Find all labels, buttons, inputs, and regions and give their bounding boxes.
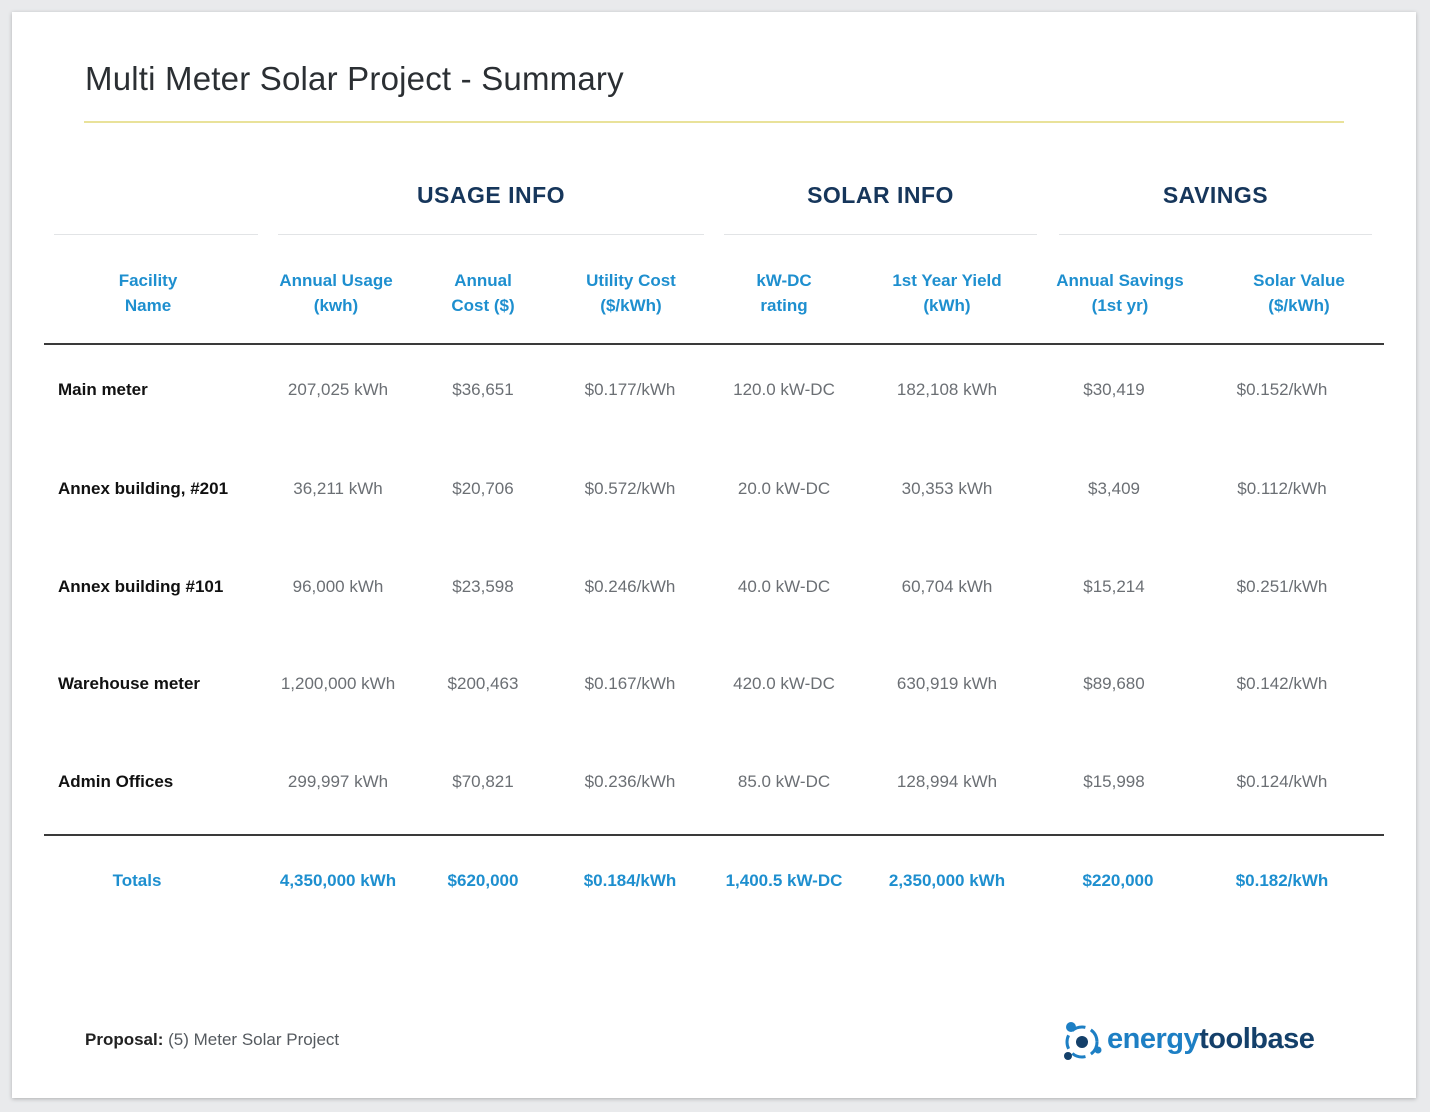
- group-divider-solar: [724, 234, 1037, 235]
- facility-name: Warehouse meter: [58, 674, 201, 693]
- solar-value: $0.124/kWh: [1236, 772, 1328, 791]
- col-head-utility-cost: Utility Cost ($/kWh): [566, 268, 696, 318]
- page-title: Multi Meter Solar Project - Summary: [85, 60, 624, 97]
- annual-savings: $15,998: [1083, 772, 1145, 791]
- group-divider-usage: [278, 234, 704, 235]
- total-annual-usage: 4,350,000 kWh: [279, 871, 397, 890]
- annual-savings: $30,419: [1083, 380, 1145, 399]
- summary-page: Multi Meter Solar Project - Summary USAG…: [12, 12, 1416, 1098]
- col-head-solar-value: Solar Value ($/kWh): [1224, 268, 1374, 318]
- col-head-annual-cost: Annual Cost ($): [423, 268, 543, 318]
- utility-cost: $0.236/kWh: [584, 772, 676, 791]
- group-usage-info: USAGE INFO: [416, 182, 566, 208]
- col-head-line: Annual: [454, 271, 512, 290]
- logo-word-energy: energy: [1107, 1023, 1200, 1055]
- utility-cost: $0.246/kWh: [584, 577, 676, 596]
- total-kw-dc-rating: 1,400.5 kW-DC: [725, 871, 843, 890]
- totals-label: Totals: [112, 871, 162, 890]
- total-first-year-yield: 2,350,000 kWh: [888, 871, 1006, 890]
- total-annual-savings: $220,000: [1082, 871, 1154, 890]
- col-head-annual-usage: Annual Usage (kwh): [266, 268, 406, 318]
- annual-cost: $36,651: [452, 380, 514, 399]
- kw-dc-rating: 420.0 kW-DC: [733, 674, 835, 693]
- col-head-line: (1st yr): [1091, 296, 1149, 315]
- kw-dc-rating: 120.0 kW-DC: [733, 380, 835, 399]
- annual-usage: 96,000 kWh: [292, 577, 384, 596]
- facility-name: Annex building, #201: [58, 479, 229, 498]
- utility-cost: $0.167/kWh: [584, 674, 676, 693]
- solar-value: $0.152/kWh: [1236, 380, 1328, 399]
- solar-value: $0.142/kWh: [1236, 674, 1328, 693]
- annual-cost: $23,598: [452, 577, 514, 596]
- utility-cost: $0.177/kWh: [584, 380, 676, 399]
- col-head-line: Utility Cost: [586, 271, 676, 290]
- annual-savings: $15,214: [1083, 577, 1145, 596]
- col-head-line: ($/kWh): [1268, 296, 1330, 315]
- first-year-yield: 182,108 kWh: [896, 380, 998, 399]
- col-head-kw-dc-rating: kW-DC rating: [724, 268, 844, 318]
- col-head-line: (kWh): [923, 296, 971, 315]
- first-year-yield: 630,919 kWh: [896, 674, 998, 693]
- header-divider: [44, 343, 1384, 345]
- proposal-name: (5) Meter Solar Project: [168, 1030, 340, 1049]
- title-underline: [84, 121, 1344, 123]
- col-head-line: Annual Usage: [279, 271, 393, 290]
- annual-cost: $200,463: [447, 674, 519, 693]
- col-head-line: Name: [124, 296, 172, 315]
- first-year-yield: 30,353 kWh: [901, 479, 993, 498]
- total-annual-cost: $620,000: [447, 871, 519, 890]
- total-utility-cost: $0.184/kWh: [583, 871, 677, 890]
- annual-cost: $70,821: [452, 772, 514, 791]
- annual-usage: 299,997 kWh: [287, 772, 389, 791]
- col-head-line: Cost ($): [451, 296, 515, 315]
- col-head-line: (kwh): [313, 296, 359, 315]
- col-head-line: Solar Value: [1253, 271, 1345, 290]
- kw-dc-rating: 20.0 kW-DC: [737, 479, 831, 498]
- energy-toolbase-icon: [1064, 1022, 1102, 1060]
- col-head-annual-savings: Annual Savings (1st yr): [1045, 268, 1195, 318]
- col-head-line: Facility: [118, 271, 178, 290]
- annual-savings: $3,409: [1088, 479, 1140, 498]
- col-head-line: kW-DC: [756, 271, 812, 290]
- col-head-line: rating: [760, 296, 808, 315]
- logo-wordmark: energytoolbase: [1107, 1023, 1315, 1056]
- logo-word-toolbase: toolbase: [1199, 1023, 1315, 1055]
- first-year-yield: 128,994 kWh: [896, 772, 998, 791]
- annual-usage: 207,025 kWh: [287, 380, 389, 399]
- totals-divider: [44, 834, 1384, 836]
- facility-name: Admin Offices: [58, 772, 174, 791]
- annual-savings: $89,680: [1083, 674, 1145, 693]
- facility-name: Main meter: [58, 380, 148, 399]
- col-head-facility-name: Facility Name: [88, 268, 208, 318]
- group-divider-facility: [54, 234, 258, 235]
- kw-dc-rating: 85.0 kW-DC: [737, 772, 831, 791]
- col-head-line: ($/kWh): [600, 296, 662, 315]
- group-savings: SAVINGS: [1162, 182, 1269, 208]
- group-divider-savings: [1059, 234, 1372, 235]
- col-head-line: Annual Savings: [1056, 271, 1184, 290]
- proposal-footer: Proposal: (5) Meter Solar Project: [85, 1030, 339, 1050]
- annual-cost: $20,706: [452, 479, 514, 498]
- col-head-line: 1st Year Yield: [892, 271, 1002, 290]
- group-solar-info: SOLAR INFO: [807, 182, 954, 208]
- utility-cost: $0.572/kWh: [584, 479, 676, 498]
- col-head-first-year-yield: 1st Year Yield (kWh): [872, 268, 1022, 318]
- proposal-label: Proposal:: [85, 1030, 164, 1049]
- annual-usage: 36,211 kWh: [293, 479, 383, 498]
- first-year-yield: 60,704 kWh: [901, 577, 993, 596]
- facility-name: Annex building #101: [58, 577, 224, 596]
- annual-usage: 1,200,000 kWh: [280, 674, 396, 693]
- total-solar-value: $0.182/kWh: [1235, 871, 1329, 890]
- solar-value: $0.251/kWh: [1236, 577, 1328, 596]
- solar-value: $0.112/kWh: [1237, 479, 1327, 498]
- kw-dc-rating: 40.0 kW-DC: [737, 577, 831, 596]
